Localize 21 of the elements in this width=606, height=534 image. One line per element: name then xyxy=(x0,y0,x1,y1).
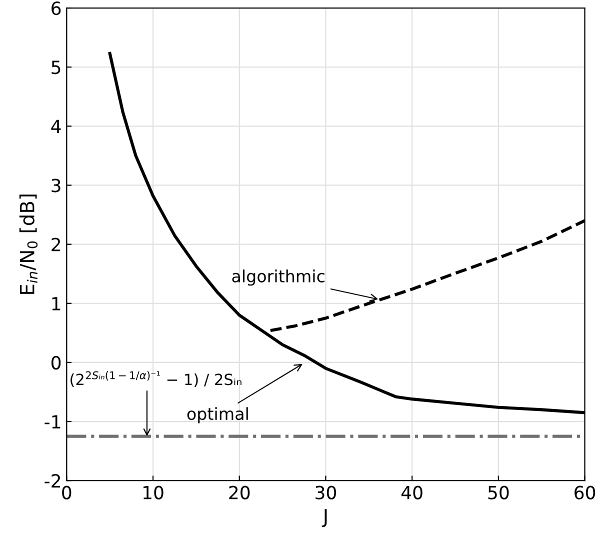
y-tick-label: 3 xyxy=(52,178,60,192)
x-tick-label: 10 xyxy=(144,486,164,500)
annotation: optimal xyxy=(187,407,248,424)
x-tick-label: 40 xyxy=(401,486,422,500)
y-tick-label: -1 xyxy=(44,415,60,428)
y-tick-label: 6 xyxy=(52,1,61,16)
y-axis-title: E$_{in}$/N$_{0}$ [dB] xyxy=(19,194,38,294)
x-tick-label: 30 xyxy=(316,486,336,500)
y-tick-label: 0 xyxy=(52,356,61,370)
x-tick-label: 0 xyxy=(62,486,72,500)
x-tick-label: 60 xyxy=(574,486,596,500)
x-tick-label: 50 xyxy=(488,486,509,500)
y-tick-label: 5 xyxy=(52,60,60,74)
y-tick-label: 1 xyxy=(52,297,60,310)
annotation: algorithmic xyxy=(232,270,324,286)
y-tick-label: 2 xyxy=(52,238,60,252)
y-tick-label: -2 xyxy=(44,474,60,488)
x-tick-label: 20 xyxy=(229,486,250,500)
y-tick-label: 4 xyxy=(51,120,61,134)
x-axis-title: J xyxy=(322,509,327,528)
ref-line-label: (2$^{2Sᵢₙ(1−1/α)⁻¹}$ − 1) / 2Sᵢₙ xyxy=(70,371,242,388)
